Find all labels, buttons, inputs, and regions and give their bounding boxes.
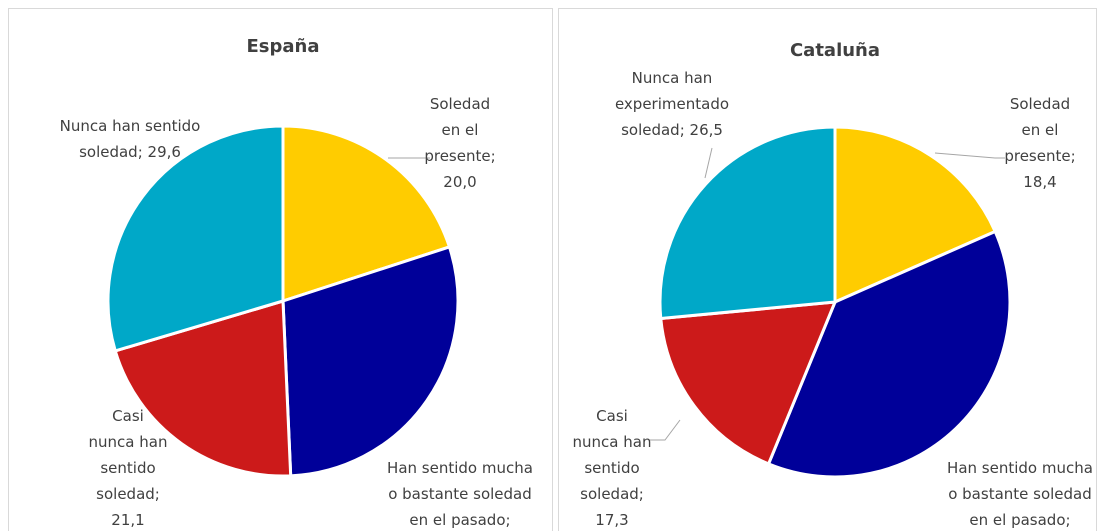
data-label: Soledad en el presente; 18,4 [1004, 95, 1075, 191]
pie-slice [766, 229, 1012, 479]
chart-title: España [246, 36, 319, 57]
panel [8, 8, 553, 531]
leader-line [704, 147, 713, 179]
leader-line [650, 419, 681, 441]
pie-slice [659, 300, 838, 466]
data-label: Soledad en el presente; 20,0 [424, 95, 495, 191]
data-label: Han sentido mucha o bastante soledad en el… [387, 459, 533, 529]
data-label: Nunca han sentido soledad; 29,6 [60, 117, 201, 161]
panel [558, 8, 1097, 531]
data-label: Han sentido mucha o bastante soledad en el… [947, 459, 1093, 529]
pie-slice [833, 125, 998, 305]
data-label: Casi nunca han sentido soledad; 17,3 [573, 407, 652, 529]
chart-title: Cataluña [790, 40, 880, 61]
pie-slice [113, 299, 293, 478]
pie-slice [106, 124, 285, 353]
pie-slice [281, 245, 460, 478]
leader-line [934, 152, 1005, 159]
pie-slice [281, 124, 452, 304]
data-label: Nunca han experimentado soledad; 26,5 [615, 69, 729, 139]
pie-slice [658, 125, 837, 321]
data-label: Casi nunca han sentido soledad; 21,1 [89, 407, 168, 529]
